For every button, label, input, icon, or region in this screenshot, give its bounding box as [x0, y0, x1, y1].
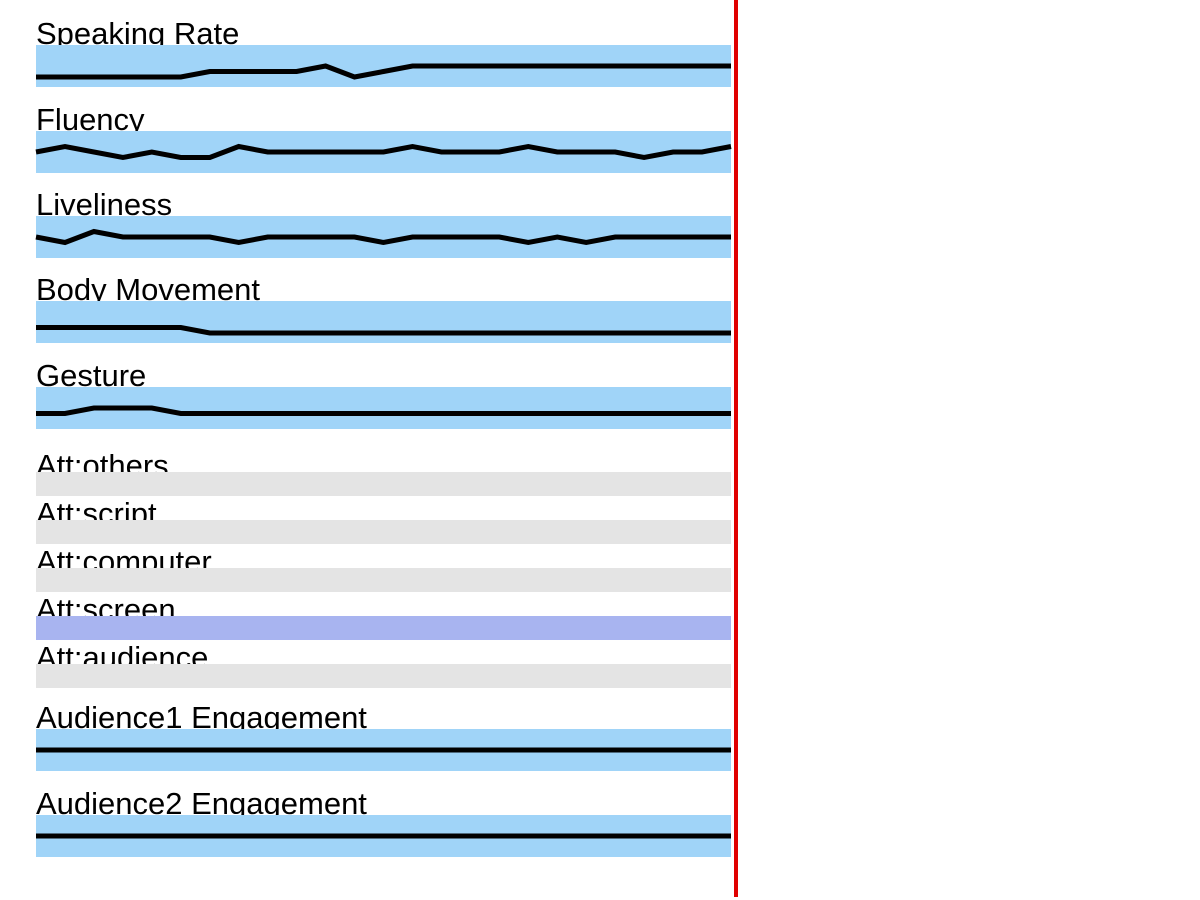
fluency-line	[35, 143, 732, 161]
att-others-band[interactable]	[36, 472, 731, 496]
audience2-engagement-label: Audience2 Engagement	[36, 786, 367, 821]
body-movement-band[interactable]	[36, 301, 731, 343]
speaking-rate-line	[36, 63, 731, 80]
att-script-band[interactable]	[36, 520, 731, 544]
speaking-rate-label: Speaking Rate	[36, 16, 240, 51]
att-audience-band[interactable]	[36, 664, 731, 688]
body-movement-trace	[36, 325, 731, 336]
audience2-engagement-trace	[36, 833, 731, 839]
audience1-engagement-trace	[36, 747, 731, 753]
liveliness-label: Liveliness	[36, 187, 173, 222]
att-computer-band[interactable]	[36, 568, 731, 592]
gesture-trace	[36, 405, 731, 416]
audience1-engagement-label: Audience1 Engagement	[36, 700, 367, 735]
fluency-trace	[35, 143, 732, 161]
gesture-label: Gesture	[36, 358, 147, 393]
speaking-rate-trace	[36, 63, 731, 80]
liveliness-line	[35, 228, 731, 246]
att-screen-band[interactable]	[36, 616, 731, 640]
body-movement-line	[36, 325, 731, 336]
body-movement-label: Body Movement	[36, 272, 260, 307]
fluency-label: Fluency	[36, 102, 145, 137]
playhead-marker[interactable]	[734, 0, 738, 897]
gesture-line	[36, 405, 731, 416]
liveliness-trace	[35, 228, 731, 246]
